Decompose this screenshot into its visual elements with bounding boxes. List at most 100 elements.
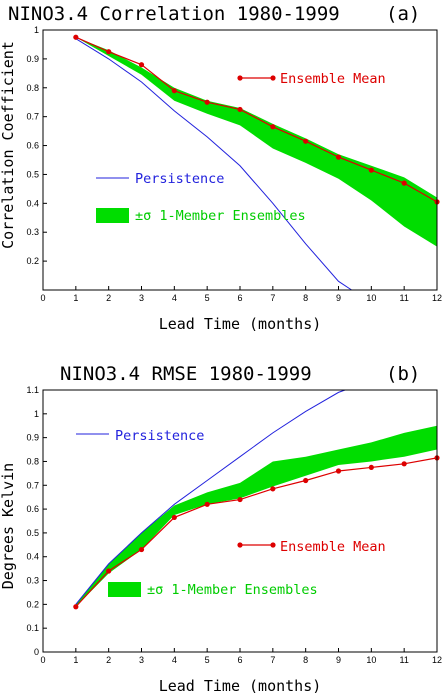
legend-mean-marker-a bbox=[270, 75, 276, 81]
ensemble-mean-point bbox=[106, 568, 112, 574]
legend-mean-marker-b bbox=[270, 542, 276, 548]
x-tick-label: 0 bbox=[40, 655, 45, 665]
legend-band-swatch-b bbox=[108, 582, 141, 597]
ensemble-mean-point bbox=[171, 88, 177, 94]
ensemble-mean-point bbox=[270, 486, 276, 492]
legend-mean-label-b: Ensemble Mean bbox=[280, 539, 386, 555]
x-tick-label: 0 bbox=[40, 293, 45, 303]
band-a bbox=[75, 37, 437, 247]
ensemble-mean-point bbox=[303, 138, 309, 144]
y-tick-label: 1 bbox=[34, 25, 39, 35]
legend-mean-marker-b bbox=[237, 542, 243, 548]
y-tick-label: 0.3 bbox=[26, 227, 39, 237]
y-tick-label: 0.3 bbox=[26, 576, 39, 586]
ensemble-mean-point bbox=[106, 49, 112, 55]
title-b: NINO3.4 RMSE 1980-1999 bbox=[60, 363, 312, 385]
y-tick-label: 0.6 bbox=[26, 141, 39, 151]
ensemble-mean-point bbox=[270, 124, 276, 130]
y-tick-label: 0.2 bbox=[26, 256, 39, 266]
ensemble-mean-point bbox=[171, 514, 177, 521]
ensemble-mean-point bbox=[237, 496, 243, 503]
ensemble-mean-point bbox=[73, 34, 79, 40]
y-label-a: Correlation Coefficient bbox=[0, 41, 17, 249]
x-tick-label: 9 bbox=[336, 293, 341, 303]
plot-frame-b bbox=[42, 389, 438, 653]
legend-mean-marker-a bbox=[237, 75, 243, 81]
y-tick-label: 0.4 bbox=[26, 552, 39, 562]
y-tick-label: 0.7 bbox=[26, 480, 39, 490]
sigma-band-area bbox=[75, 425, 437, 607]
y-tick-label: 0.9 bbox=[26, 433, 39, 443]
x-ticks-a: 0 1 2 3 4 5 6 7 8 9 10 11 12 bbox=[40, 286, 442, 303]
x-tick-label: 1 bbox=[73, 655, 78, 665]
x-tick-label: 5 bbox=[205, 293, 210, 303]
x-tick-label: 5 bbox=[205, 655, 210, 665]
title-a: NINO3.4 Correlation 1980-1999 bbox=[8, 3, 340, 25]
panel-b: NINO3.4 RMSE 1980-1999 (b) 0 1 2 3 4 5 6 7 8 9 10 1… bbox=[0, 363, 442, 695]
x-tick-label: 7 bbox=[270, 293, 275, 303]
legend-mean-label-a: Ensemble Mean bbox=[280, 71, 386, 87]
y-tick-label: 0.2 bbox=[26, 599, 39, 609]
sigma-band-area bbox=[75, 37, 437, 247]
y-tick-label: 0 bbox=[34, 647, 39, 657]
ensemble-mean-point bbox=[335, 468, 342, 474]
ensemble-mean-point bbox=[368, 464, 374, 471]
ensemble-mean-point bbox=[138, 62, 145, 68]
x-tick-label: 3 bbox=[139, 655, 144, 665]
legend-persistence-label-b: Persistence bbox=[115, 428, 204, 444]
ensemble-mean-line bbox=[75, 457, 438, 608]
legend-b: Persistence Ensemble Mean ±σ 1-Member En… bbox=[76, 428, 386, 598]
y-tick-label: 0.8 bbox=[26, 83, 39, 93]
y-tick-label: 1.1 bbox=[26, 385, 39, 395]
ensemble-mean-point bbox=[335, 154, 342, 160]
x-tick-label: 7 bbox=[270, 655, 275, 665]
legend-band-label-b: ±σ 1-Member Ensembles bbox=[147, 582, 318, 598]
ensemble-mean-point bbox=[303, 477, 309, 484]
y-label-b: Degrees Kelvin bbox=[0, 463, 17, 589]
y-tick-label: 0.8 bbox=[26, 456, 39, 466]
x-tick-label: 3 bbox=[139, 293, 144, 303]
x-tick-label: 8 bbox=[303, 655, 308, 665]
x-tick-label: 6 bbox=[237, 293, 242, 303]
ensemble-mean-b bbox=[73, 455, 440, 610]
panel-label-a: (a) bbox=[386, 3, 420, 25]
x-tick-label: 6 bbox=[237, 655, 242, 665]
band-b bbox=[75, 425, 437, 607]
x-tick-label: 2 bbox=[106, 655, 111, 665]
x-label-a: Lead Time (months) bbox=[159, 315, 322, 333]
persistence-b bbox=[75, 389, 346, 605]
legend-band-swatch-a bbox=[96, 208, 129, 223]
legend-band-label-a: ±σ 1-Member Ensembles bbox=[135, 208, 306, 224]
ensemble-mean-point bbox=[138, 546, 145, 553]
y-tick-label: 0.7 bbox=[26, 112, 39, 122]
x-tick-label: 2 bbox=[106, 293, 111, 303]
legend-persistence-label-a: Persistence bbox=[135, 171, 224, 187]
ensemble-mean-point bbox=[237, 106, 243, 113]
x-tick-label: 9 bbox=[336, 655, 341, 665]
x-label-b: Lead Time (months) bbox=[159, 677, 322, 695]
ensemble-mean-point bbox=[204, 501, 210, 507]
ensemble-mean-point bbox=[368, 167, 374, 173]
x-tick-label: 12 bbox=[432, 293, 442, 303]
legend-a: Ensemble Mean Persistence ±σ 1-Member En… bbox=[96, 71, 386, 224]
ensemble-mean-point bbox=[401, 180, 407, 186]
y-tick-label: 1 bbox=[34, 409, 39, 419]
persistence-a bbox=[75, 38, 352, 291]
x-tick-label: 12 bbox=[432, 655, 442, 665]
persistence-line bbox=[75, 389, 346, 605]
x-tick-label: 4 bbox=[172, 293, 177, 303]
x-tick-label: 11 bbox=[399, 655, 408, 665]
x-tick-label: 4 bbox=[172, 655, 177, 665]
panel-label-b: (b) bbox=[386, 363, 420, 385]
ensemble-mean-a bbox=[73, 34, 440, 205]
ensemble-mean-point bbox=[204, 99, 210, 105]
x-tick-label: 11 bbox=[399, 293, 408, 303]
y-ticks-b: 0 0.1 0.2 0.3 0.4 0.5 0.6 0.7 0.8 0.9 1 1.1 bbox=[26, 385, 47, 657]
plot-frame-a bbox=[42, 29, 438, 291]
x-tick-label: 1 bbox=[73, 293, 78, 303]
x-tick-label: 10 bbox=[366, 293, 376, 303]
x-tick-label: 10 bbox=[366, 655, 376, 665]
ensemble-mean-point bbox=[73, 604, 79, 610]
